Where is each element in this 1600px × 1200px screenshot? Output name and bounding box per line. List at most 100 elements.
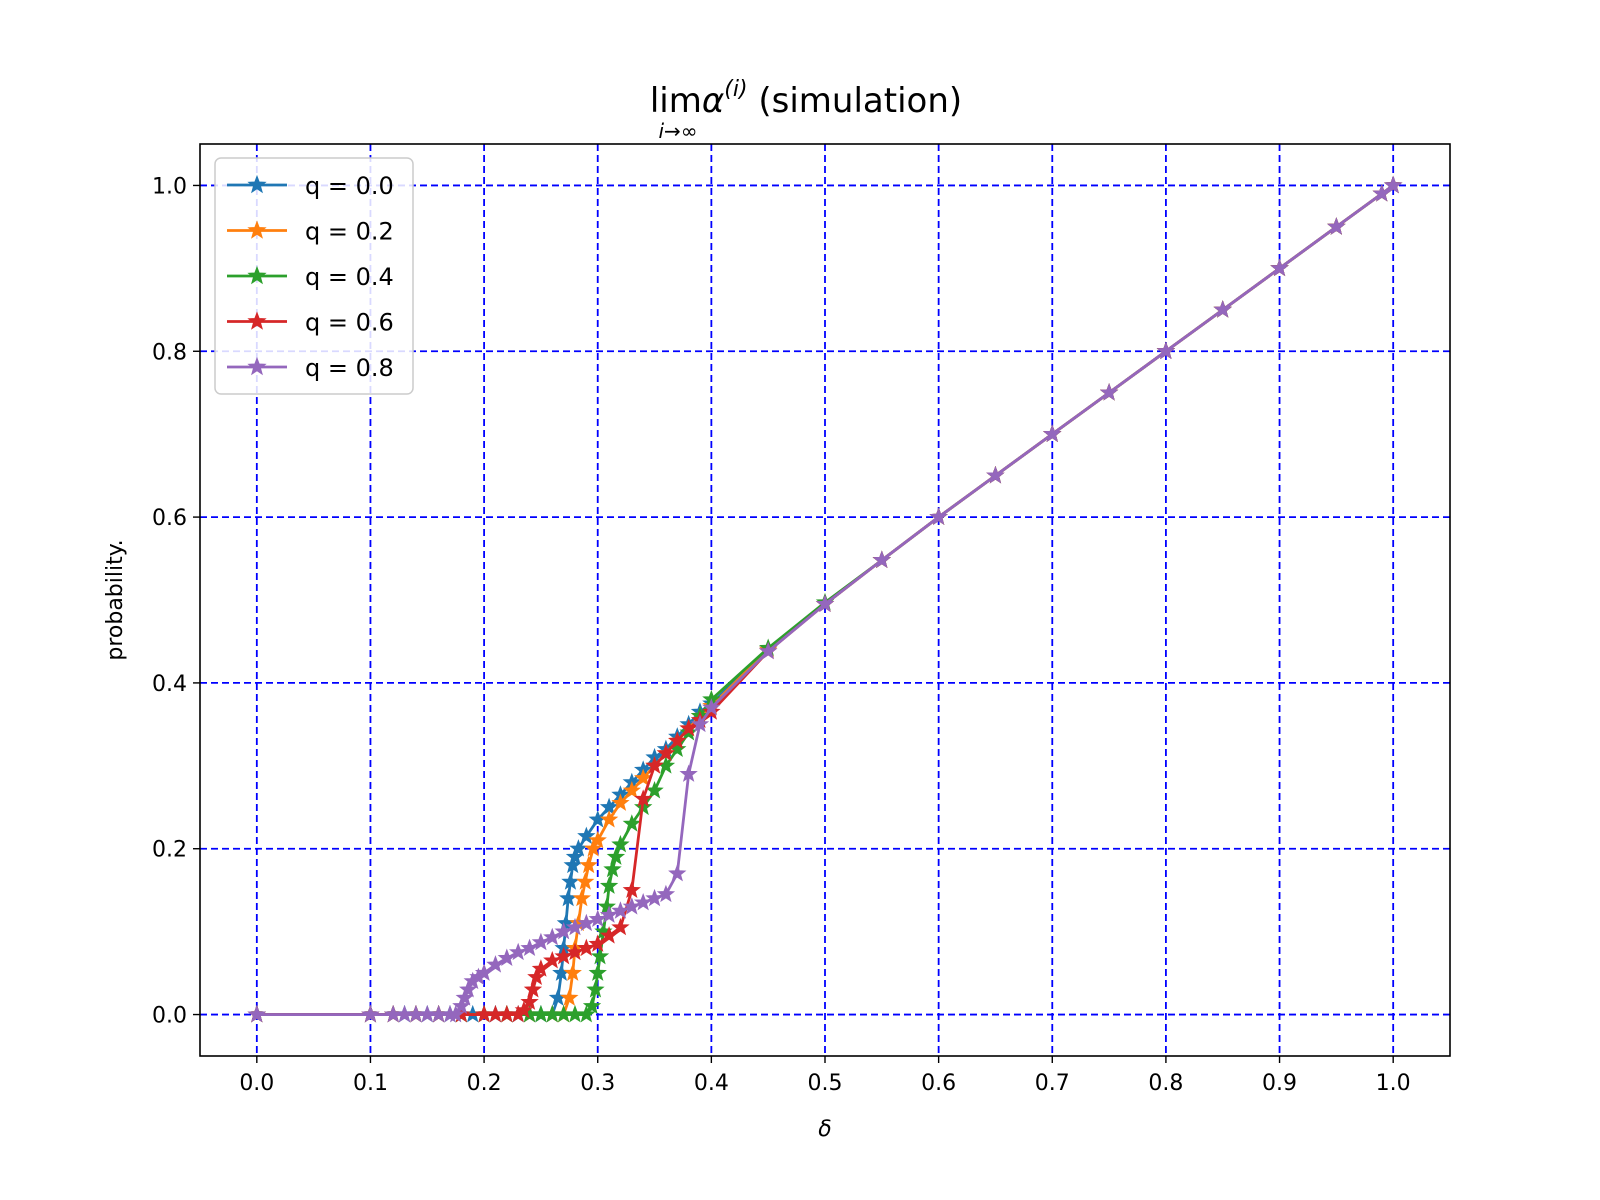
- legend-box: [214, 157, 414, 395]
- data-point: [459, 980, 478, 998]
- y-tick-label: 0.6: [152, 506, 187, 531]
- data-point: [986, 465, 1005, 484]
- x-tick-label: 0.9: [1262, 1071, 1297, 1096]
- data-point: [563, 963, 582, 981]
- data-point: [1213, 300, 1232, 318]
- data-point: [1384, 175, 1403, 194]
- data-point: [1372, 184, 1391, 202]
- legend-entry: q = 0.2: [227, 218, 394, 246]
- y-tick-label: 0.0: [152, 1004, 187, 1029]
- title-symbol: α: [702, 81, 724, 121]
- data-point: [679, 764, 698, 782]
- title-superscript: (i): [724, 77, 747, 102]
- legend-entry: q = 0.8: [227, 354, 394, 382]
- x-tick-label: 1.0: [1376, 1071, 1411, 1096]
- x-axis-label: δ: [818, 1117, 831, 1142]
- data-point: [586, 980, 605, 998]
- data-point: [634, 768, 653, 787]
- legend-label: q = 0.0: [305, 172, 394, 200]
- data-point: [611, 834, 630, 853]
- y-tick-label: 1.0: [152, 174, 187, 199]
- title-subscript: i→∞: [659, 119, 698, 143]
- data-point: [520, 938, 539, 957]
- data-point: [247, 1004, 266, 1023]
- data-point: [543, 951, 562, 969]
- data-point: [1270, 258, 1289, 277]
- legend: q = 0.0 q = 0.2 q = 0.4 q = 0.6 q = 0.8: [214, 157, 414, 395]
- grid: [200, 144, 1450, 1056]
- y-axis-label: probability.: [103, 539, 128, 660]
- data-point: [599, 810, 619, 828]
- data-point: [565, 942, 585, 961]
- data-point: [606, 847, 626, 865]
- series-4: [247, 175, 1403, 1023]
- legend-marker: [247, 174, 267, 194]
- data-point: [622, 781, 641, 799]
- legend-label: q = 0.2: [305, 218, 394, 246]
- x-tick-label: 0.7: [1035, 1071, 1070, 1096]
- data-point: [576, 872, 595, 890]
- data-point: [527, 967, 546, 986]
- data-point: [577, 826, 596, 845]
- data-point: [588, 830, 607, 849]
- x-tick-label: 0.3: [580, 1071, 615, 1096]
- legend-marker: [247, 311, 267, 330]
- data-point: [588, 909, 607, 928]
- data-point: [531, 932, 551, 951]
- legend-label: q = 0.8: [305, 354, 394, 382]
- data-point: [622, 897, 641, 915]
- data-point: [543, 927, 562, 946]
- data-point: [554, 921, 573, 940]
- data-point: [611, 901, 630, 919]
- data-point: [588, 934, 607, 952]
- data-point: [514, 1000, 534, 1019]
- data-point: [634, 892, 653, 911]
- data-point: [523, 980, 543, 998]
- legend-entry: q = 0.6: [227, 309, 394, 337]
- y-tick-label: 0.8: [152, 340, 187, 365]
- x-tick-label: 0.6: [921, 1071, 956, 1096]
- data-point: [603, 859, 622, 878]
- series-layer: [247, 175, 1403, 1023]
- data-point: [815, 594, 835, 612]
- data-point: [520, 992, 539, 1010]
- y-tick-label: 0.4: [152, 672, 187, 697]
- y-tick-label: 0.2: [152, 838, 187, 863]
- data-point: [622, 814, 641, 832]
- x-tick-label: 0.8: [1148, 1071, 1183, 1096]
- title-prefix: lim: [650, 81, 702, 121]
- data-point: [656, 884, 676, 903]
- legend-label: q = 0.6: [305, 309, 394, 337]
- legend-entry: q = 0.4: [227, 263, 394, 291]
- legend-items: q = 0.0 q = 0.2 q = 0.4 q = 0.6 q = 0.8: [227, 172, 394, 382]
- data-point: [1327, 217, 1346, 235]
- data-point: [1043, 424, 1062, 442]
- data-point: [590, 946, 610, 965]
- data-point: [668, 863, 687, 882]
- data-point: [599, 876, 619, 894]
- data-point: [599, 926, 619, 944]
- data-point: [645, 756, 664, 774]
- data-point: [474, 963, 494, 981]
- x-tick-label: 0.0: [239, 1071, 274, 1096]
- data-point: [599, 905, 619, 923]
- data-point: [560, 988, 579, 1006]
- data-point: [579, 855, 598, 874]
- x-tick-label: 0.1: [353, 1071, 388, 1096]
- data-point: [645, 888, 664, 907]
- data-point: [554, 946, 573, 965]
- data-point: [486, 955, 505, 973]
- legend-marker: [247, 356, 267, 376]
- data-point: [582, 996, 602, 1015]
- legend-marker: [247, 220, 267, 239]
- data-point: [634, 789, 653, 807]
- data-point: [690, 714, 710, 733]
- x-tick-label: 0.5: [808, 1071, 843, 1096]
- data-point: [759, 641, 778, 660]
- data-point: [509, 942, 528, 961]
- data-point: [497, 948, 516, 966]
- data-point: [656, 743, 676, 762]
- data-point: [611, 793, 630, 811]
- ticks: 0.0 0.1 0.2 0.3 0.4 0.5 0.6 0.7 0.8 0.9 1.0 0.0 0.2 0…: [152, 174, 1411, 1096]
